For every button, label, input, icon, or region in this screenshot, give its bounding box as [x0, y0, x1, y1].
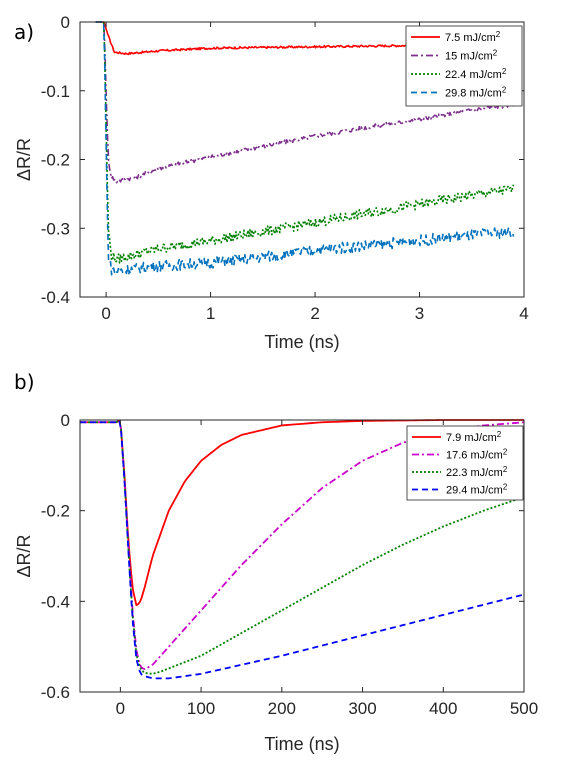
panel-b-legend-label-sup-2: 2	[503, 448, 508, 457]
panel-b-series-line-4	[80, 419, 524, 680]
panel-b-y-tick-label: -0.4	[41, 592, 70, 611]
panel-b-axes-box	[79, 419, 525, 693]
panel-a-series-line-2	[95, 21, 515, 184]
panel-a-y-tick-label: -0.3	[41, 219, 70, 238]
panel-b-y-axis-title: ΔR/R	[14, 534, 34, 577]
panel-b-legend-label-sup-4: 2	[503, 483, 508, 492]
panel-a-y-axis-title: ΔR/R	[14, 138, 34, 181]
panel-a-x-tick-label: 4	[519, 304, 528, 323]
panel-a-y-tick-label: -0.4	[41, 288, 70, 307]
panel-b-y-tick-label: 0	[61, 411, 70, 430]
panel-b-x-tick-label: 0	[116, 699, 125, 718]
panel-b-legend-label-2: 17.6 mJ/cm2	[446, 448, 508, 462]
panel-a-x-tick-label: 2	[310, 304, 319, 323]
panel-a-series-line-3	[95, 21, 515, 264]
panel-a-x-tick-label: 0	[101, 304, 110, 323]
panel-a-legend-label-1: 7.5 mJ/cm2	[445, 30, 501, 44]
panel-a-legend-label-3: 22.4 mJ/cm2	[445, 67, 507, 81]
panel-a-series-group	[95, 21, 515, 276]
panel-a-label: a)	[14, 20, 35, 44]
panel-b-legend-label-sup-3: 2	[503, 465, 508, 474]
panel-b-x-tick-label: 200	[268, 699, 296, 718]
panel-b-label: b)	[14, 370, 35, 394]
panel-b-y-tick-label: -0.6	[41, 683, 70, 702]
panel-a-x-axis-title: Time (ns)	[264, 332, 339, 352]
panel-b-legend-label-1: 7.9 mJ/cm2	[446, 430, 502, 444]
panel-a-legend-label-sup-4: 2	[502, 86, 507, 95]
panel-a-x-tick-label: 1	[206, 304, 215, 323]
panel-b-x-axis-title: Time (ns)	[264, 734, 339, 754]
panel-a-series-line-4	[95, 21, 515, 276]
panel-a-legend-label-2: 15 mJ/cm2	[445, 49, 498, 63]
panel-b-legend-label-4: 29.4 mJ/cm2	[446, 483, 508, 497]
panel-a-group: 0 1 2 3 4 0 -0.1 -0.2 -0.3 -0.4 Time (ns) ΔR/R 7.5 m…	[14, 13, 529, 352]
panel-b-x-tick-label: 400	[429, 699, 457, 718]
panel-b-legend-label-sup-1: 2	[497, 430, 502, 439]
panel-b-x-tick-label: 500	[510, 699, 538, 718]
panel-a-y-tick-label: 0	[61, 13, 70, 32]
panel-b-series-line-3	[80, 419, 524, 675]
panel-a-x-tick-label: 3	[415, 304, 424, 323]
panel-a-legend-label-4: 29.8 mJ/cm2	[445, 86, 507, 100]
panel-b-y-tick-label: -0.2	[41, 502, 70, 521]
panel-a-legend: 7.5 mJ/cm2 15 mJ/cm2 22.4 mJ/cm2 29.8 mJ/cm…	[405, 25, 523, 107]
panel-b-x-tick-label: 300	[348, 699, 376, 718]
panel-b-legend: 7.9 mJ/cm2 17.6 mJ/cm2 22.3 mJ/cm2 29.4 mJ/…	[406, 425, 524, 501]
panel-a-y-tick-label: -0.1	[41, 82, 70, 101]
panel-a-legend-label-sup-3: 2	[502, 67, 507, 76]
panel-a-y-tick-label: -0.2	[41, 151, 70, 170]
panel-b-group: 0 100 200 300 400 500 0 -0.2 -0.4 -0.6 Time (ns) ΔR…	[14, 411, 538, 754]
panel-b-series-line-2	[80, 419, 524, 671]
panel-a-legend-label-sup-1: 2	[496, 30, 501, 39]
panel-b-x-tick-label: 100	[187, 699, 215, 718]
panel-b-legend-box	[406, 425, 524, 501]
panel-a-legend-label-sup-2: 2	[493, 49, 498, 58]
panel-b-legend-label-3: 22.3 mJ/cm2	[446, 465, 508, 479]
